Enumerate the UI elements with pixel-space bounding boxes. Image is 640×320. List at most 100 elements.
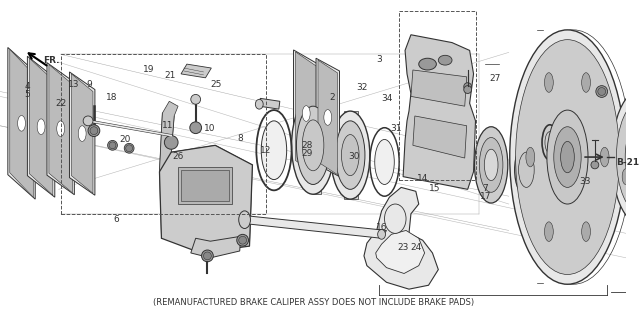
Ellipse shape <box>78 126 86 141</box>
Ellipse shape <box>37 119 45 135</box>
Polygon shape <box>29 58 53 195</box>
Text: 8: 8 <box>237 133 243 143</box>
Text: 24: 24 <box>411 243 422 252</box>
Polygon shape <box>413 116 467 158</box>
Ellipse shape <box>625 121 640 193</box>
Text: 34: 34 <box>381 94 393 103</box>
Ellipse shape <box>518 152 534 188</box>
Text: 27: 27 <box>489 74 500 83</box>
Text: 30: 30 <box>348 152 360 161</box>
Ellipse shape <box>342 135 359 176</box>
Ellipse shape <box>375 140 394 184</box>
Ellipse shape <box>109 142 116 149</box>
Ellipse shape <box>561 141 574 173</box>
Ellipse shape <box>335 121 365 189</box>
Text: 4: 4 <box>24 82 30 91</box>
Text: 20: 20 <box>120 135 131 144</box>
Ellipse shape <box>18 116 26 131</box>
Text: 13: 13 <box>68 80 79 89</box>
Ellipse shape <box>108 140 117 150</box>
Ellipse shape <box>600 147 609 167</box>
Polygon shape <box>159 113 174 172</box>
Bar <box>399 11 476 180</box>
Text: 32: 32 <box>356 84 367 92</box>
Text: 28: 28 <box>301 141 313 150</box>
Ellipse shape <box>438 55 452 65</box>
Ellipse shape <box>202 250 213 262</box>
Ellipse shape <box>125 145 132 152</box>
Polygon shape <box>47 63 74 195</box>
Polygon shape <box>10 50 33 197</box>
Ellipse shape <box>124 143 134 153</box>
Ellipse shape <box>547 110 588 204</box>
Text: 18: 18 <box>106 93 117 102</box>
Ellipse shape <box>378 229 385 239</box>
Text: 22: 22 <box>56 99 67 108</box>
Text: 15: 15 <box>429 184 441 193</box>
Bar <box>181 170 229 201</box>
Bar <box>178 167 232 204</box>
Polygon shape <box>376 230 424 274</box>
Text: 11: 11 <box>162 121 173 130</box>
Ellipse shape <box>526 147 534 167</box>
Bar <box>61 54 266 214</box>
Polygon shape <box>296 52 317 175</box>
Ellipse shape <box>296 106 330 184</box>
Ellipse shape <box>628 115 636 131</box>
Text: 2: 2 <box>329 93 335 102</box>
Polygon shape <box>318 60 337 175</box>
Polygon shape <box>191 236 241 258</box>
Ellipse shape <box>616 101 640 213</box>
Ellipse shape <box>545 132 555 153</box>
Polygon shape <box>49 65 72 193</box>
Ellipse shape <box>239 211 250 228</box>
Text: 3: 3 <box>376 55 381 64</box>
Text: 31: 31 <box>390 124 401 133</box>
Polygon shape <box>344 111 358 199</box>
Ellipse shape <box>57 121 65 137</box>
Ellipse shape <box>632 138 640 177</box>
Ellipse shape <box>582 222 591 241</box>
Text: 23: 23 <box>397 243 408 252</box>
Ellipse shape <box>582 73 591 92</box>
Text: 9: 9 <box>86 80 92 89</box>
Polygon shape <box>8 47 35 199</box>
Ellipse shape <box>474 127 508 203</box>
Polygon shape <box>159 145 252 253</box>
Polygon shape <box>411 70 467 106</box>
Ellipse shape <box>88 125 100 137</box>
Polygon shape <box>244 216 387 238</box>
Ellipse shape <box>509 30 625 284</box>
Text: B-21: B-21 <box>616 158 639 167</box>
Polygon shape <box>181 64 211 78</box>
Ellipse shape <box>302 120 324 171</box>
Polygon shape <box>159 101 252 246</box>
Text: 19: 19 <box>143 65 155 74</box>
Ellipse shape <box>464 86 472 93</box>
Ellipse shape <box>591 161 599 169</box>
Text: 7: 7 <box>483 184 488 193</box>
Ellipse shape <box>598 88 605 95</box>
Ellipse shape <box>204 252 211 260</box>
Polygon shape <box>364 188 438 289</box>
Text: 29: 29 <box>301 149 313 158</box>
Text: FR.: FR. <box>43 56 60 65</box>
Ellipse shape <box>191 94 200 104</box>
Ellipse shape <box>545 222 554 241</box>
Text: 6: 6 <box>113 215 118 224</box>
Ellipse shape <box>622 169 629 184</box>
Polygon shape <box>28 56 55 197</box>
Ellipse shape <box>237 234 248 246</box>
Ellipse shape <box>515 143 538 196</box>
Text: 5: 5 <box>24 90 30 99</box>
Ellipse shape <box>484 149 498 180</box>
Text: 14: 14 <box>417 174 428 183</box>
Ellipse shape <box>545 73 554 92</box>
Ellipse shape <box>261 121 287 180</box>
Ellipse shape <box>292 96 335 194</box>
Ellipse shape <box>331 111 370 199</box>
Ellipse shape <box>554 127 581 188</box>
Ellipse shape <box>611 90 640 225</box>
Ellipse shape <box>302 106 310 121</box>
Ellipse shape <box>596 86 607 97</box>
